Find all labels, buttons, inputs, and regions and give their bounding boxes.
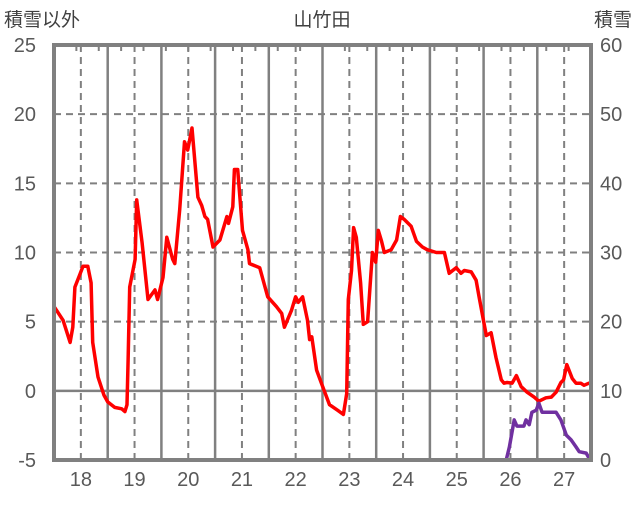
- y-left-tick-label: 25: [14, 35, 36, 57]
- left-axis-title: 積雪以外: [4, 9, 80, 31]
- y-left-tick-label: 5: [25, 312, 36, 334]
- y-right-tick-label: 50: [600, 104, 622, 126]
- y-left-tick-label: 10: [14, 243, 36, 265]
- y-left-tick-label: 15: [14, 173, 36, 195]
- y-right-tick-label: 0: [600, 450, 611, 472]
- y-left-tick-label: 20: [14, 104, 36, 126]
- snow-depth-line: [52, 401, 591, 462]
- series-group: [52, 126, 591, 462]
- y-left-tick-label: -5: [18, 450, 36, 472]
- x-tick-label: 25: [446, 469, 468, 491]
- chart-title: 山竹田: [293, 9, 350, 31]
- x-tick-label: 18: [70, 469, 92, 491]
- y-right-tick-label: 30: [600, 243, 622, 265]
- y-left-tick-label: 0: [25, 381, 36, 403]
- x-tick-label: 20: [177, 469, 199, 491]
- x-tick-label: 26: [499, 469, 521, 491]
- x-tick-label: 22: [285, 469, 307, 491]
- x-tick-label: 23: [338, 469, 360, 491]
- minor-ticks: [75, 45, 570, 51]
- x-tick-label: 24: [392, 469, 414, 491]
- x-tick-label: 19: [123, 469, 145, 491]
- x-tick-label: 27: [553, 469, 575, 491]
- y-right-tick-label: 60: [600, 35, 622, 57]
- y-right-tick-label: 20: [600, 312, 622, 334]
- y-right-tick-label: 10: [600, 381, 622, 403]
- non-snow-line: [52, 126, 591, 417]
- right-axis-title: 積雪: [594, 9, 632, 31]
- x-tick-label: 21: [231, 469, 253, 491]
- y-right-tick-label: 40: [600, 173, 622, 195]
